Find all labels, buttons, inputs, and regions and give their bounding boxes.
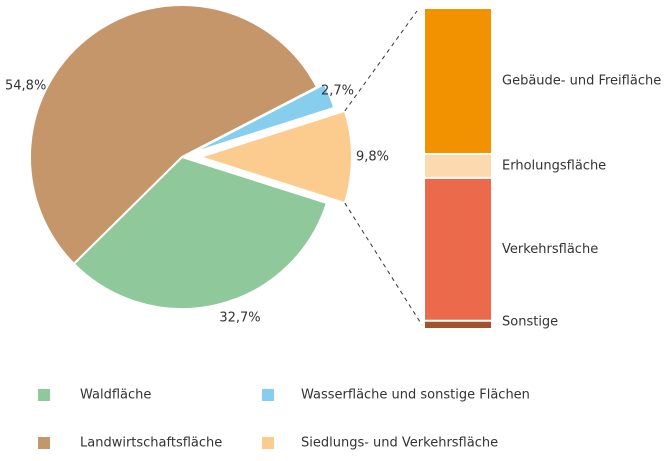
data-label: 32,7% (219, 311, 260, 326)
bar-segment (425, 321, 491, 328)
bar-label: Verkehrsfläche (502, 242, 598, 257)
legend-swatch (262, 437, 274, 449)
bar-label: Sonstige (502, 315, 558, 330)
bar-label: Erholungsfläche (502, 158, 606, 173)
bar-segment (425, 154, 491, 177)
pie-slice (196, 109, 353, 205)
pie-slice (72, 155, 329, 310)
legend-label: Waldfläche (80, 388, 151, 403)
legend-label: Landwirtschaftsfläche (80, 436, 222, 451)
pie-slice (188, 82, 336, 155)
legend-swatch (262, 389, 274, 401)
legend-label: Siedlungs- und Verkehrsfläche (301, 436, 498, 451)
connector (344, 202, 423, 326)
bar-segment (425, 178, 491, 320)
pie-slice (29, 4, 319, 266)
bar-label: Gebäude- und Freifläche (502, 73, 661, 88)
legend-swatch (38, 389, 50, 401)
bar-segment (425, 9, 491, 153)
legend-label: Wasserfläche und sonstige Flächen (301, 388, 530, 403)
legend-swatch (38, 437, 50, 449)
data-label: 2,7% (321, 84, 354, 99)
connector (344, 10, 418, 112)
data-label: 9,8% (356, 150, 389, 165)
data-label: 54,8% (5, 79, 46, 94)
